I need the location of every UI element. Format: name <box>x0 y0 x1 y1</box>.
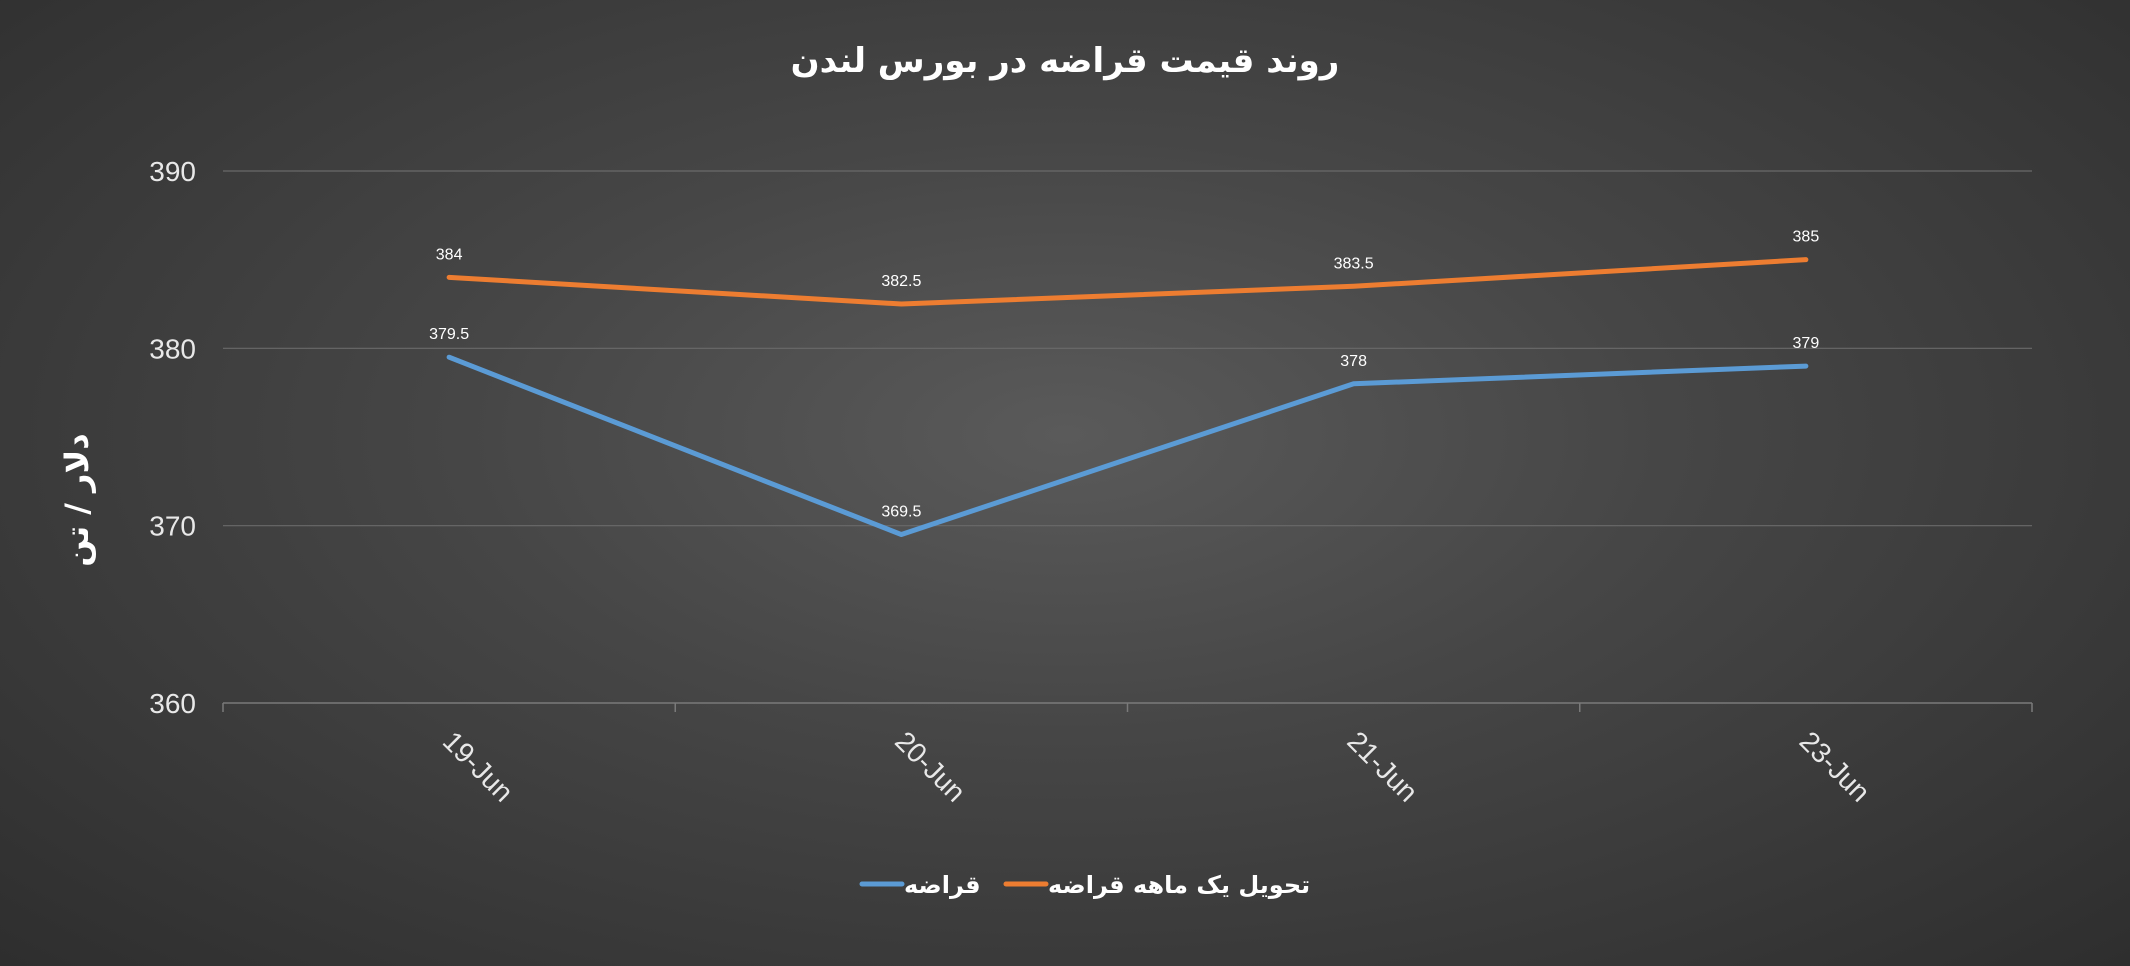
series-line <box>446 257 1809 307</box>
x-tick-label: 20-Jun <box>889 725 971 807</box>
data-label: 378 <box>1340 353 1367 370</box>
x-tick-label: 21-Jun <box>1341 725 1423 807</box>
x-axis <box>222 702 2033 712</box>
data-label: 379 <box>1793 335 1820 352</box>
chart-title: روند قیمت قراضه در بورس لندن <box>791 41 1340 81</box>
y-tick-label: 390 <box>149 156 196 187</box>
y-tick-label: 360 <box>149 688 196 719</box>
data-label: 382.5 <box>881 273 921 290</box>
series-line <box>446 354 1809 538</box>
legend-label: قراضه <box>904 871 981 899</box>
data-label: 384 <box>436 246 463 263</box>
x-axis-ticks: 19-Jun 20-Jun 21-Jun 23-Jun <box>437 725 1876 807</box>
data-labels: 379.5 369.5 378 379 384 382.5 383.5 385 <box>429 229 1819 521</box>
legend: قراضه تحویل یک ماهه قراضه <box>859 871 1310 899</box>
y-axis-label: دلار / تن <box>58 433 96 566</box>
grid-lines <box>223 170 2032 527</box>
data-label: 379.5 <box>429 326 469 343</box>
data-label: 385 <box>1793 229 1820 246</box>
x-tick-label: 19-Jun <box>437 725 519 807</box>
y-axis-ticks: 360 370 380 390 <box>149 156 196 719</box>
data-label: 369.5 <box>881 504 921 521</box>
data-label: 383.5 <box>1334 255 1374 272</box>
y-tick-label: 380 <box>149 333 196 364</box>
series-lines <box>446 257 1809 538</box>
y-tick-label: 370 <box>149 511 196 542</box>
x-tick-label: 23-Jun <box>1794 725 1876 807</box>
legend-label: تحویل یک ماهه قراضه <box>1048 871 1310 899</box>
